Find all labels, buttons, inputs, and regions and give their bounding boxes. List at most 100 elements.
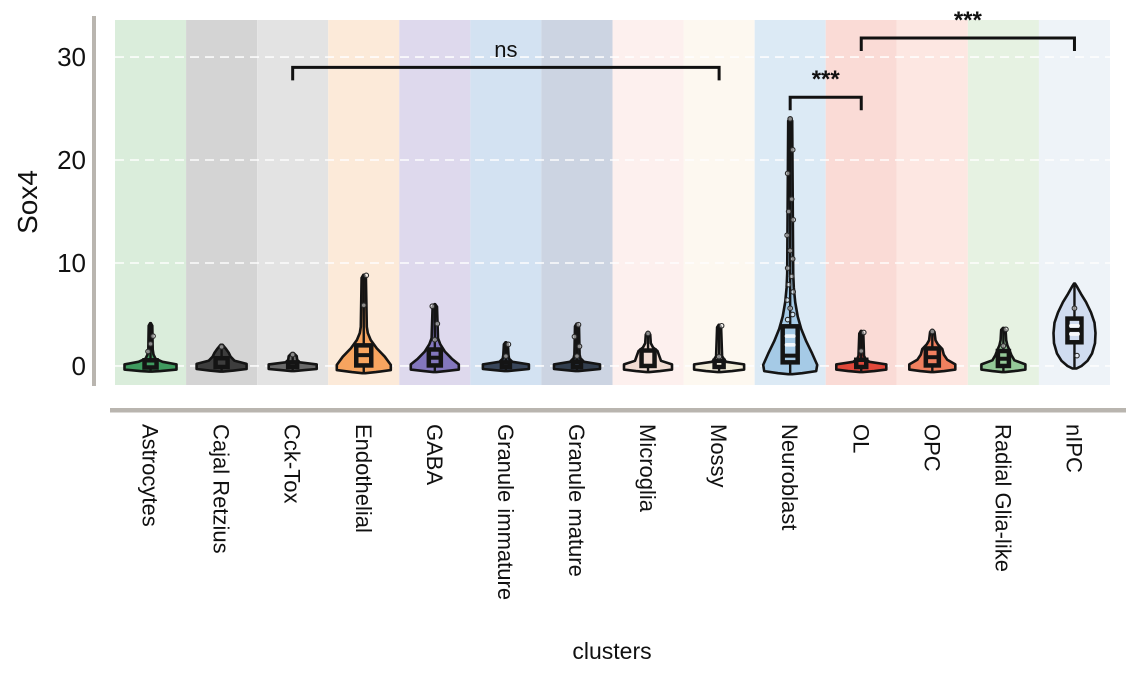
x-tick-label-astrocytes: Astrocytes xyxy=(137,424,163,527)
sig-bracket-1 xyxy=(788,95,863,111)
point-neuroblast-4 xyxy=(785,208,792,215)
point-neuroblast-12 xyxy=(790,288,797,295)
x-tick-label-radial-glia-like: Radial Glia-like xyxy=(990,424,1016,572)
point-neuroblast-7 xyxy=(787,247,794,254)
point-neuroblast-0 xyxy=(787,115,794,122)
band-ol xyxy=(825,20,897,385)
point-nipc-1 xyxy=(1074,352,1080,359)
inner-dash-nipc-1 xyxy=(1068,332,1080,336)
inner-dash-neuroblast-0 xyxy=(784,334,796,338)
y-tick-label-30: 30 xyxy=(57,42,86,73)
point-ol-1 xyxy=(860,329,867,336)
x-tick-label-cck-tox: Cck-Tox xyxy=(279,424,305,504)
violin-granule-immature xyxy=(481,340,531,373)
x-tick-label-neuroblast: Neuroblast xyxy=(777,424,803,531)
point-granule-mature-1 xyxy=(576,343,583,350)
point-gaba-0 xyxy=(431,336,438,343)
band-cajal-retzius xyxy=(186,20,258,385)
violin-radial-glia-like xyxy=(980,326,1027,374)
box-granule-immature xyxy=(499,360,513,370)
violin-astrocytes xyxy=(123,321,178,373)
inner-dash-neuroblast-1 xyxy=(784,343,796,347)
violin-mossy xyxy=(692,322,746,374)
x-tick-label-mossy: Mossy xyxy=(706,424,732,488)
point-radial-glia-like-1 xyxy=(1003,326,1009,333)
point-radial-glia-like-0 xyxy=(1000,343,1007,349)
box-astrocytes xyxy=(142,358,159,370)
point-neuroblast-16 xyxy=(784,316,791,323)
point-opc-0 xyxy=(929,328,936,335)
point-neuroblast-13 xyxy=(784,297,791,303)
violin-microglia xyxy=(622,330,674,374)
violin-opc xyxy=(907,328,957,374)
x-tick-label-microglia: Microglia xyxy=(635,424,661,513)
point-neuroblast-8 xyxy=(789,256,796,262)
point-neuroblast-10 xyxy=(788,273,795,280)
point-granule-immature-1 xyxy=(505,341,512,348)
point-neuroblast-9 xyxy=(784,265,791,271)
sig-bracket-2 xyxy=(859,36,1076,52)
y-tick-label-10: 10 xyxy=(57,247,86,278)
x-tick-label-endothelial: Endothelial xyxy=(350,424,376,533)
inner-dash-nipc-0 xyxy=(1068,323,1080,328)
band-granule-immature xyxy=(470,20,542,385)
point-granule-mature-3 xyxy=(575,321,582,328)
box-cajal-retzius xyxy=(213,355,230,370)
band-microglia xyxy=(612,20,684,385)
sig-label-1: *** xyxy=(811,66,840,94)
x-tick-label-ol: OL xyxy=(848,424,874,454)
point-nipc-0 xyxy=(1071,305,1078,312)
point-ol-0 xyxy=(858,348,865,354)
violin-neuroblast xyxy=(761,115,819,376)
point-endothelial-0 xyxy=(360,302,367,309)
point-granule-immature-0 xyxy=(503,353,509,360)
x-axis-line xyxy=(110,408,1126,413)
band-radial-glia-like xyxy=(967,20,1039,385)
box-ol xyxy=(854,357,869,370)
x-tick-label-granule-mature: Granule mature xyxy=(563,424,589,577)
point-neuroblast-5 xyxy=(790,216,797,223)
violin-cck-tox xyxy=(267,351,319,373)
y-tick-label-0: 0 xyxy=(71,350,86,381)
point-astrocytes-0 xyxy=(147,340,154,347)
band-opc xyxy=(896,20,968,385)
point-astrocytes-1 xyxy=(150,333,156,339)
sig-label-2: *** xyxy=(953,7,982,35)
point-granule-mature-2 xyxy=(571,333,578,340)
x-axis-title: clusters xyxy=(572,638,652,664)
point-cck-tox-0 xyxy=(289,351,296,358)
box-microglia xyxy=(639,348,657,369)
point-neuroblast-1 xyxy=(789,146,796,153)
x-tick-label-gaba: GABA xyxy=(421,424,447,486)
x-tick-label-cajal-retzius: Cajal Retzius xyxy=(208,424,234,554)
point-gaba-2 xyxy=(429,303,436,310)
point-neuroblast-3 xyxy=(788,196,795,203)
point-mossy-1 xyxy=(718,322,725,329)
point-neuroblast-2 xyxy=(784,170,791,177)
x-tick-label-opc: OPC xyxy=(919,424,945,472)
violin-granule-mature xyxy=(552,321,602,373)
point-neuroblast-15 xyxy=(789,311,796,318)
point-microglia-0 xyxy=(645,330,651,337)
point-gaba-1 xyxy=(434,320,441,327)
point-neuroblast-14 xyxy=(787,305,794,312)
violin-ol xyxy=(834,329,888,374)
point-neuroblast-11 xyxy=(785,281,792,288)
point-mossy-0 xyxy=(716,353,722,360)
point-cajal-retzius-0 xyxy=(218,344,225,350)
sig-label-0: ns xyxy=(494,37,518,63)
point-endothelial-1 xyxy=(363,272,370,279)
y-axis-line xyxy=(92,16,96,386)
sig-bracket-0 xyxy=(291,65,721,81)
box-cck-tox xyxy=(285,360,300,370)
band-cck-tox xyxy=(257,20,329,385)
box-mossy xyxy=(712,358,726,370)
x-tick-label-granule-immature: Granule immature xyxy=(492,424,518,601)
x-tick-label-nipc: nIPC xyxy=(1061,424,1087,473)
box-granule-mature xyxy=(570,359,584,370)
point-neuroblast-6 xyxy=(784,232,791,239)
violin-nipc xyxy=(1052,282,1097,370)
point-astrocytes-2 xyxy=(145,348,151,355)
